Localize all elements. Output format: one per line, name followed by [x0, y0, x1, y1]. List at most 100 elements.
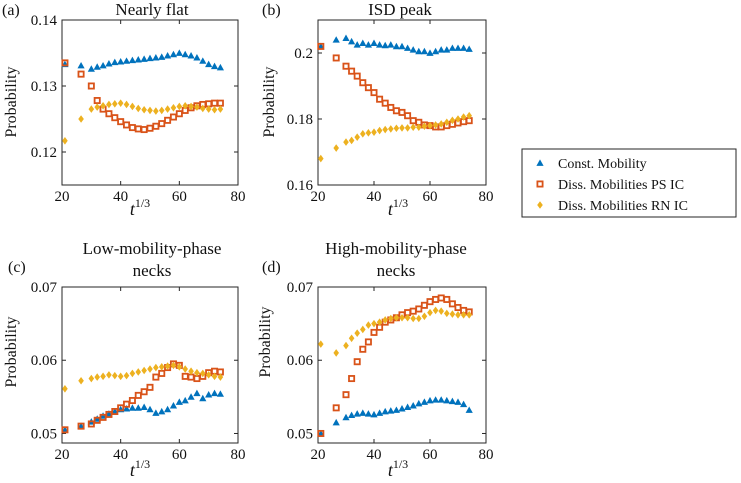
- data-point-ps: [193, 375, 201, 383]
- data-point-rn: [112, 371, 118, 380]
- plot-area-1: 20 40 60 80 0.12 0.13 0.14: [31, 13, 246, 205]
- data-point-ps: [426, 298, 434, 306]
- data-point-ps: [448, 300, 456, 308]
- data-point-rn: [170, 103, 177, 112]
- x-tick-label: 60: [172, 447, 187, 463]
- data-point-const: [342, 34, 350, 42]
- data-point-const: [437, 396, 445, 403]
- data-point-rn: [217, 105, 224, 113]
- data-point-rn: [205, 371, 212, 379]
- data-point-const: [175, 398, 183, 405]
- data-point-rn: [100, 102, 106, 110]
- series-const: [61, 389, 224, 433]
- data-point-rn: [410, 314, 416, 323]
- data-point-ps: [134, 125, 142, 133]
- data-point-rn: [147, 106, 153, 115]
- axes-box: [317, 19, 487, 186]
- data-point-ps: [216, 99, 224, 107]
- data-point-rn: [211, 372, 218, 381]
- data-point-rn: [466, 111, 472, 120]
- data-point-rn: [382, 316, 388, 324]
- data-point-const: [454, 398, 462, 405]
- data-point-const: [376, 409, 384, 416]
- data-point-rn: [348, 136, 355, 145]
- data-point-ps: [77, 422, 85, 430]
- data-point-const: [77, 61, 85, 69]
- data-point-ps: [409, 307, 417, 315]
- series-const: [317, 396, 473, 437]
- y-tick-label: 0.06: [31, 353, 58, 369]
- data-point-rn: [78, 115, 84, 123]
- data-point-rn: [343, 138, 349, 146]
- data-point-rn: [106, 100, 112, 109]
- x-tick-label: 20: [55, 447, 70, 463]
- data-point-ps: [370, 89, 378, 97]
- panel-d: (d) High-mobility-phase necks Probabilit…: [257, 239, 467, 480]
- data-point-ps: [211, 99, 219, 107]
- data-point-const: [199, 394, 207, 402]
- data-point-rn: [466, 311, 472, 319]
- data-point-ps: [128, 124, 136, 132]
- data-point-rn: [88, 105, 95, 113]
- x-tick-label: 40: [113, 447, 128, 463]
- data-point-rn: [388, 314, 394, 323]
- data-point-ps: [342, 391, 350, 399]
- data-point-rn: [88, 374, 95, 383]
- panel-d-xlabel: t1/3: [388, 457, 408, 480]
- data-point-const: [404, 44, 412, 51]
- data-point-const: [409, 46, 417, 53]
- data-point-rn: [444, 118, 450, 127]
- data-point-const: [409, 402, 417, 409]
- data-point-const: [348, 37, 356, 45]
- x-tick-label: 60: [423, 447, 438, 463]
- data-point-ps: [61, 426, 69, 434]
- data-point-rn: [421, 122, 428, 131]
- x-tick-label: 20: [311, 189, 326, 205]
- data-point-ps: [87, 82, 95, 90]
- data-point-ps: [454, 304, 462, 312]
- panel-c-title-line2: necks: [133, 261, 172, 280]
- data-point-rn: [211, 105, 218, 114]
- x-tick-label: 40: [367, 447, 382, 463]
- data-point-const: [128, 56, 136, 64]
- data-point-const: [152, 409, 160, 416]
- series-rn: [62, 361, 224, 393]
- x-tick-label: 40: [367, 189, 382, 205]
- data-point-const: [387, 407, 395, 414]
- data-point-rn: [343, 341, 349, 350]
- data-point-const: [426, 396, 434, 404]
- data-point-const: [205, 391, 213, 398]
- data-point-const: [420, 47, 428, 55]
- data-point-ps: [409, 117, 417, 125]
- data-point-rn: [129, 369, 136, 378]
- data-point-ps: [111, 114, 119, 122]
- data-point-ps: [77, 70, 85, 78]
- y-tick-label: 0.06: [287, 353, 314, 369]
- series-rn: [318, 306, 472, 357]
- data-point-rn: [421, 312, 428, 321]
- data-point-const: [359, 409, 367, 416]
- data-point-rn: [205, 105, 212, 113]
- data-point-ps: [128, 397, 136, 405]
- y-tick-label: 0.18: [287, 112, 313, 128]
- data-point-rn: [460, 113, 467, 121]
- legend-marker-square-icon: [536, 180, 544, 188]
- data-point-rn: [444, 309, 450, 318]
- data-point-ps: [146, 383, 154, 391]
- data-point-rn: [449, 116, 456, 125]
- y-tick-label: 0.05: [287, 426, 313, 442]
- data-point-rn: [404, 124, 411, 132]
- data-point-ps: [317, 42, 325, 50]
- data-point-const: [158, 53, 166, 60]
- data-point-rn: [164, 362, 171, 370]
- data-point-const: [332, 36, 340, 43]
- data-point-ps: [437, 294, 445, 302]
- x-tick-label: 80: [479, 447, 494, 463]
- data-point-ps: [146, 124, 154, 132]
- data-point-rn: [188, 102, 194, 111]
- data-point-const: [420, 398, 428, 405]
- data-point-rn: [455, 115, 461, 123]
- panel-b-letter: (b): [262, 2, 281, 19]
- data-point-const: [415, 399, 423, 407]
- data-point-const: [122, 404, 131, 412]
